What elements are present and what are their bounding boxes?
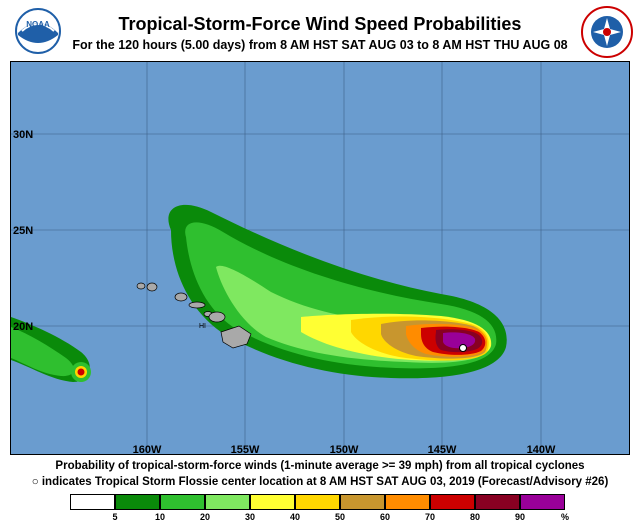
legend-swatch — [520, 494, 565, 510]
legend-swatch — [430, 494, 475, 510]
legend-tick-label: 20 — [199, 512, 210, 522]
lon-label-140w: 140W — [527, 444, 556, 455]
probability-map: HI 30N 25N 20N 160W 155W 150W 145W 140W — [11, 62, 629, 455]
lat-label-20n: 20N — [13, 321, 33, 333]
legend-swatch — [160, 494, 205, 510]
legend-tick-label: 50 — [334, 512, 345, 522]
svg-text:NOAA: NOAA — [26, 20, 50, 29]
footer: Probability of tropical-storm-force wind… — [0, 456, 640, 527]
footer-storm-note: ○ indicates Tropical Storm Flossie cente… — [0, 476, 640, 488]
ocean — [11, 62, 629, 454]
legend-swatch — [295, 494, 340, 510]
place-label-hi: HI — [199, 323, 206, 330]
contour-max — [443, 332, 476, 349]
storm-center-marker — [459, 344, 467, 352]
legend-tick-label: % — [560, 512, 569, 522]
lon-label-150w: 150W — [330, 444, 359, 455]
legend-swatch — [385, 494, 430, 510]
lat-label-25n: 25N — [13, 225, 33, 237]
legend-swatch — [475, 494, 520, 510]
noaa-logo: NOAA — [15, 8, 61, 54]
legend-swatch — [340, 494, 385, 510]
hawaiian-islands — [136, 282, 252, 349]
lon-label-160w: 160W — [133, 444, 162, 455]
legend-tick-label: 30 — [244, 512, 255, 522]
lat-label-30n: 30N — [13, 129, 33, 141]
legend-tick-label: 60 — [379, 512, 390, 522]
lon-label-145w: 145W — [428, 444, 457, 455]
map-panel: HI 30N 25N 20N 160W 155W 150W 145W 140W — [10, 61, 630, 455]
legend-swatch — [115, 494, 160, 510]
legend-tick-label: 90 — [514, 512, 525, 522]
legend-swatch — [70, 494, 115, 510]
western-storm-swath — [11, 317, 91, 382]
wind-probability-swath — [168, 204, 507, 379]
legend-swatch — [250, 494, 295, 510]
legend-tick-label: 70 — [424, 512, 435, 522]
footer-description: Probability of tropical-storm-force wind… — [55, 460, 585, 472]
footer-storm-note-text: indicates Tropical Storm Flossie center … — [41, 476, 609, 488]
lon-label-155w: 155W — [231, 444, 260, 455]
header: NOAA Tropical-Storm-Force Wind Speed Pro… — [0, 0, 640, 62]
legend-tick-label: 80 — [469, 512, 480, 522]
center-marker-icon: ○ — [31, 476, 39, 488]
legend-tick-label: 5 — [112, 512, 118, 522]
page-subtitle: For the 120 hours (5.00 days) from 8 AM … — [72, 38, 568, 52]
legend-tick-label: 10 — [154, 512, 165, 522]
legend-swatch — [205, 494, 250, 510]
legend-tick-label: 40 — [289, 512, 300, 522]
nws-logo — [581, 6, 633, 58]
page-title: Tropical-Storm-Force Wind Speed Probabil… — [118, 14, 522, 34]
